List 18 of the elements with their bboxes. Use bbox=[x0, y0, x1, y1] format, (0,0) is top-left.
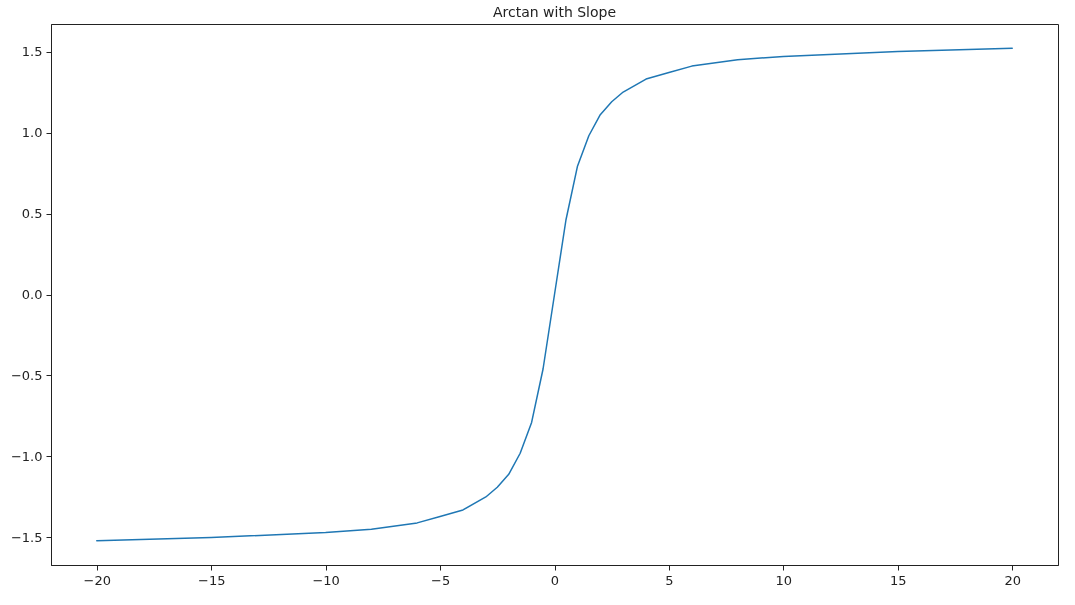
x-tick-label: 10 bbox=[775, 572, 793, 588]
x-tick-label: −15 bbox=[197, 572, 226, 588]
x-tick-label: −5 bbox=[430, 572, 451, 588]
x-tick-label: 15 bbox=[890, 572, 907, 588]
x-tick-label: −10 bbox=[312, 572, 340, 588]
y-tick-label: 0.0 bbox=[21, 287, 43, 302]
x-tick-label: 20 bbox=[1004, 572, 1021, 588]
x-tick-label: −20 bbox=[83, 572, 111, 588]
y-tick-label: 1.5 bbox=[21, 44, 43, 60]
x-tick-label: 5 bbox=[665, 572, 674, 588]
y-tick-label: 1.0 bbox=[21, 125, 43, 141]
x-tick-label: 0 bbox=[550, 572, 560, 588]
y-tick-label: −1.0 bbox=[10, 448, 43, 464]
line-series bbox=[96, 47, 1013, 542]
y-tick-label: −1.5 bbox=[10, 529, 43, 545]
y-tick-label: 0.5 bbox=[21, 206, 43, 222]
chart-title: Arctan with Slope bbox=[492, 4, 617, 20]
y-tick-label: −0.5 bbox=[10, 367, 43, 383]
